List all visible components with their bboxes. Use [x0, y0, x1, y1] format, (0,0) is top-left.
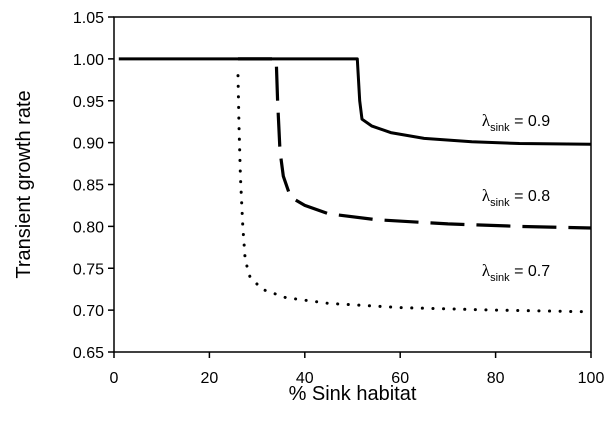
- plot-border: [113, 16, 592, 353]
- series-label-subscript: sink: [490, 122, 510, 134]
- series-label-symbol: λ: [482, 111, 491, 130]
- x-tick-label: 20: [201, 370, 219, 387]
- series-label-symbol: λ: [482, 186, 491, 205]
- y-tick-label: 0.70: [73, 303, 104, 320]
- series-line: [236, 74, 593, 314]
- y-tick-label: 0.85: [73, 178, 104, 195]
- series-label: λsink = 0.7: [482, 261, 550, 284]
- y-tick-label: 1.05: [73, 10, 104, 27]
- x-tick-label: 0: [110, 370, 119, 387]
- y-axis-title: Transient growth rate: [13, 90, 35, 278]
- y-tick-label: 0.80: [73, 219, 104, 236]
- y-tick-label: 0.75: [73, 261, 104, 278]
- x-axis-title: % Sink habitat: [289, 383, 417, 405]
- plot-frame: [113, 16, 592, 353]
- series-label-symbol: λ: [482, 261, 491, 280]
- series-label-value: = 0.7: [510, 263, 551, 280]
- series-line: [238, 57, 592, 230]
- x-tick-label: 100: [578, 370, 605, 387]
- series-line: [118, 57, 592, 146]
- series-label: λsink = 0.8: [482, 186, 550, 209]
- y-tick-label: 0.65: [73, 345, 104, 362]
- x-axis: 0 20 40 60 80 100: [110, 352, 605, 387]
- series-label: λsink = 0.9: [482, 111, 550, 134]
- series-label-value: = 0.9: [510, 113, 551, 130]
- series-layer: [118, 57, 593, 314]
- series-label-subscript: sink: [490, 197, 510, 209]
- y-tick-label: 0.95: [73, 94, 104, 111]
- series-label-subscript: sink: [490, 272, 510, 284]
- y-axis: 0.65 0.70 0.75 0.80 0.85 0.90 0.95 1.00 1.05: [73, 10, 114, 362]
- x-tick-label: 40: [296, 370, 314, 387]
- x-tick-label: 80: [487, 370, 505, 387]
- series-label-value: = 0.8: [510, 188, 551, 205]
- y-tick-label: 1.00: [73, 52, 104, 69]
- y-tick-label: 0.90: [73, 136, 104, 153]
- x-tick-label: 60: [391, 370, 409, 387]
